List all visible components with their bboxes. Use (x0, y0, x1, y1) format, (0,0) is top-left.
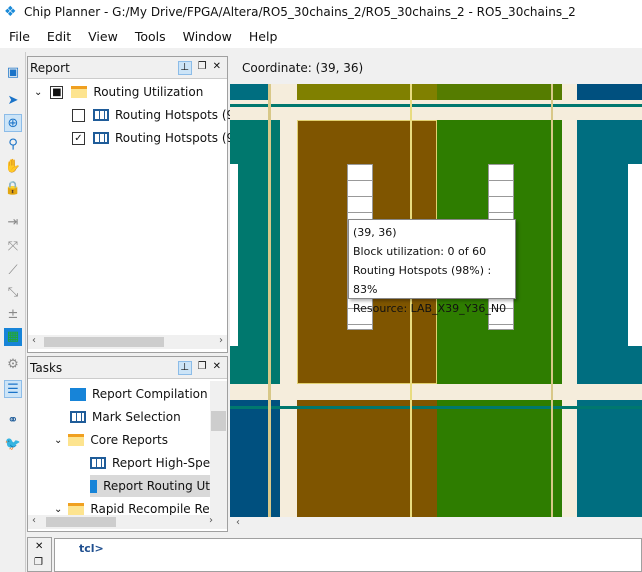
tree-item-hotspots-98[interactable]: ✓ Routing Hotspots (98 (72, 127, 242, 149)
chip-hscrollbar[interactable]: ‹ (230, 517, 642, 531)
layers-icon[interactable]: ▣ (6, 65, 20, 80)
pin-icon[interactable]: ⊥ (177, 60, 192, 75)
chip-view[interactable] (230, 84, 642, 517)
tasks-header: Tasks ⊥ ❐ ✕ (28, 357, 227, 379)
partial-checkbox[interactable]: ■ (50, 85, 64, 99)
menu-tools[interactable]: Tools (134, 28, 166, 44)
coordinate-readout: Coordinate: (39, 36) (242, 61, 364, 75)
properties-icon[interactable]: ⚙ (7, 357, 19, 372)
menu-file[interactable]: File (9, 28, 30, 44)
pin-icon[interactable]: ⊥ (177, 360, 192, 375)
lab-block-teal[interactable] (230, 120, 280, 384)
zoom-fit-icon[interactable]: ⚲ (8, 137, 18, 152)
tooltip-block-utilization: Block utilization: 0 of 60 (353, 245, 487, 258)
menu-help[interactable]: Help (248, 28, 278, 44)
tree-item-routing-utilization[interactable]: ⌄ ■ Routing Utilization (34, 81, 203, 103)
close-icon[interactable]: ✕ (212, 360, 221, 372)
path-icon[interactable]: ⟋ (8, 263, 18, 278)
report-icon (90, 479, 98, 493)
tcl-prompt: tcl> (79, 542, 104, 555)
checkbox[interactable] (72, 108, 85, 122)
hand-pan-icon[interactable]: ✋ (4, 159, 22, 174)
item-label: Rapid Recompile Repo (90, 502, 225, 516)
float-icon[interactable]: ❐ (197, 60, 207, 72)
block-tooltip: (39, 36) Block utilization: 0 of 60 Rout… (348, 219, 516, 315)
bird-icon[interactable]: 🐦 (4, 437, 22, 452)
report-icon (70, 387, 86, 401)
tooltip-coordinate: (39, 36) (353, 226, 397, 239)
report-header: Report ⊥ ❐ ✕ (28, 57, 227, 79)
console-side-buttons: ✕ ❐ (27, 537, 52, 572)
window-title: Chip Planner - G:/My Drive/FPGA/Altera/R… (24, 5, 576, 19)
table-icon (70, 411, 86, 423)
tcl-console[interactable]: tcl> (54, 538, 642, 572)
chevron-down-icon[interactable]: ⌄ (54, 503, 63, 515)
task-item[interactable]: ⌄ Rapid Recompile Repo (54, 498, 225, 520)
select-pointer-icon[interactable]: ➤ (7, 93, 19, 108)
altera-logo-icon: ❖ (4, 4, 17, 20)
item-label: Report High-Speec (112, 456, 225, 470)
checkbox-checked[interactable]: ✓ (72, 131, 85, 145)
tasks-vscrollbar[interactable] (210, 381, 227, 515)
folder-icon (68, 434, 85, 446)
close-icon[interactable]: ✕ (212, 60, 221, 72)
tree-item-hotspots-95[interactable]: Routing Hotspots (95 (72, 104, 242, 126)
item-label: Routing Utilization (93, 85, 204, 99)
item-label: Routing Hotspots (95 (115, 108, 242, 122)
left-toolbar: ▣ ➤ ⊕ ⚲ ✋ 🔒 ⇥ ⤧ ⟋ ⤡ ± ▦ ⚙ ☰ ⚭ 🐦 (0, 52, 26, 572)
folder-icon (71, 86, 88, 98)
task-item[interactable]: Report Compilation M (70, 383, 222, 405)
tasks-hscrollbar[interactable]: ‹ › (28, 515, 227, 529)
report-hscrollbar[interactable]: ‹ › (28, 335, 227, 349)
tooltip-routing-hotspots: Routing Hotspots (98%) : 83% (353, 264, 492, 296)
tasks-panel: Tasks ⊥ ❐ ✕ Report Compilation M Mark Sele… (27, 356, 228, 532)
fanin-icon[interactable]: ⇥ (7, 215, 19, 230)
report-title: Report (30, 60, 70, 75)
item-label: Mark Selection (92, 410, 181, 424)
item-label: Report Routing Ut (103, 479, 210, 493)
fanout-icon[interactable]: ⤧ (7, 239, 19, 254)
tooltip-resource: Resource: LAB_X39_Y36_N0 (353, 302, 507, 315)
menu-edit[interactable]: Edit (46, 28, 72, 44)
menu-view[interactable]: View (88, 28, 118, 44)
folder-icon (68, 503, 85, 515)
report-panel: Report ⊥ ❐ ✕ ⌄ ■ Routing Utilization Routi… (27, 56, 242, 353)
float-icon[interactable]: ❐ (197, 360, 207, 372)
item-label: Core Reports (90, 433, 169, 447)
task-item[interactable]: ⌄ Core Reports (54, 429, 168, 451)
item-label: Report Compilation M (92, 387, 222, 401)
table-icon (93, 132, 109, 144)
close-icon[interactable]: ✕ (35, 541, 44, 552)
lock-icon[interactable]: 🔒 (4, 181, 22, 196)
task-item[interactable]: Report High-Speec (90, 452, 224, 474)
table-icon (90, 457, 106, 469)
item-label: Routing Hotspots (98 (115, 131, 242, 145)
region-icon[interactable]: ▦ (4, 328, 22, 346)
delay-icon[interactable]: ⤡ (7, 285, 19, 300)
menu-window[interactable]: Window (182, 28, 232, 44)
chevron-down-icon[interactable]: ⌄ (34, 86, 43, 98)
chevron-down-icon[interactable]: ⌄ (54, 434, 63, 446)
tasks-title: Tasks (30, 360, 63, 375)
table-icon (93, 109, 109, 121)
menu-bar: File Edit View Tools Window Help (0, 24, 642, 48)
zoom-icon[interactable]: ⊕ (4, 114, 22, 132)
task-item[interactable]: Mark Selection (70, 406, 181, 428)
binoculars-icon[interactable]: ⚭ (7, 413, 19, 428)
title-bar: ❖ Chip Planner - G:/My Drive/FPGA/Altera… (0, 0, 642, 24)
task-item-selected[interactable]: Report Routing Ut (90, 475, 210, 497)
float-icon[interactable]: ❐ (34, 557, 43, 568)
plus-minus-icon[interactable]: ± (7, 307, 19, 322)
select-info-icon[interactable]: ☰ (4, 380, 22, 398)
